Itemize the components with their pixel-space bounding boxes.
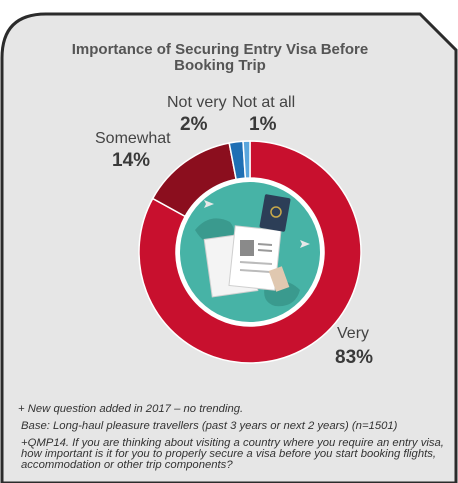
airplane-icon <box>204 200 214 208</box>
slice-value-not-very: 2% <box>180 114 208 135</box>
center-illustration <box>180 182 320 322</box>
text-line-icon <box>239 261 273 265</box>
slice-label-somewhat: Somewhat <box>95 130 171 147</box>
footnote-new-question: + New question added in 2017 – no trendi… <box>18 403 244 415</box>
slice-label-very: Very <box>337 325 370 342</box>
text-line-icon <box>257 249 273 252</box>
footnote-question: +QMP14. If you are thinking about visiti… <box>21 437 444 471</box>
photo-icon <box>240 240 254 256</box>
slice-value-somewhat: 14% <box>112 150 151 171</box>
text-line-icon <box>239 269 271 273</box>
passport-icon <box>259 194 291 232</box>
slice-value-very: 83% <box>335 347 374 368</box>
chart-title: Importance of Securing Entry Visa Before… <box>71 41 369 74</box>
slice-value-not-at-all: 1% <box>249 114 277 135</box>
slice-label-not-at-all: Not at all <box>232 94 296 111</box>
passport-emblem-icon <box>270 206 282 218</box>
footnotes: + New question added in 2017 – no trendi… <box>18 403 448 477</box>
footnote-base: Base: Long-haul pleasure travellers (pas… <box>21 420 398 432</box>
hand-icon <box>268 266 290 292</box>
slice-label-not-very: Not very <box>167 94 227 111</box>
text-line-icon <box>257 243 273 246</box>
airplane-icon <box>300 240 310 248</box>
